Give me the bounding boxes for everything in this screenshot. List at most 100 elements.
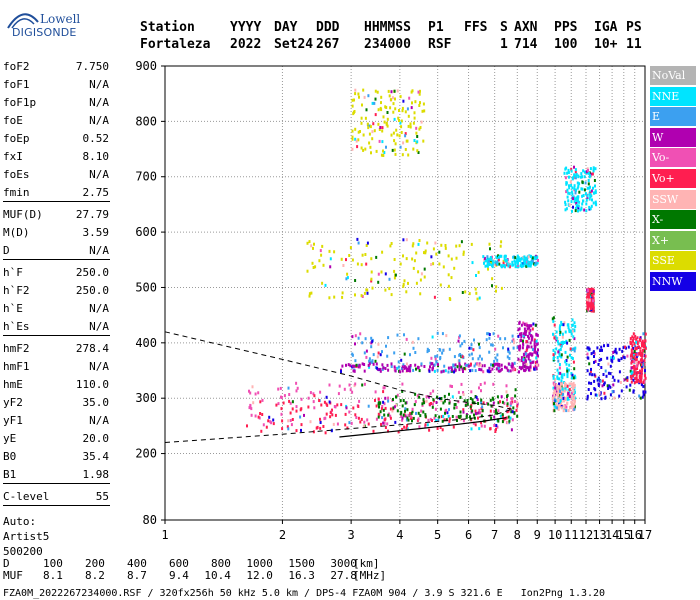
echo-point (440, 397, 443, 400)
echo-point (510, 410, 513, 414)
echo-point (489, 409, 492, 413)
echo-point (528, 324, 531, 328)
echo-point (558, 352, 561, 356)
echo-point (501, 413, 504, 417)
echo-cluster-vo- (586, 287, 595, 313)
echo-point (345, 277, 348, 281)
param-row: foEs N/A (3, 168, 109, 186)
echo-point (553, 355, 555, 359)
echo-point (354, 413, 357, 417)
echo-point (624, 345, 627, 349)
echo-point (361, 362, 364, 366)
echo-point (354, 359, 357, 363)
echo-point (628, 388, 631, 392)
echo-point (615, 351, 618, 355)
echo-point (592, 350, 595, 354)
param-row: foF2 7.750 (3, 60, 109, 78)
echo-point (250, 413, 253, 417)
echo-point (574, 325, 577, 328)
echo-point (359, 332, 362, 336)
echo-point (556, 376, 559, 380)
echo-point (495, 261, 498, 265)
echo-point (291, 418, 294, 421)
echo-point (494, 411, 497, 415)
echo-point (590, 367, 592, 371)
echo-point (590, 381, 593, 385)
echo-point (377, 272, 380, 276)
muf-d-unit: [km] (353, 557, 380, 570)
echo-point (411, 244, 414, 248)
echo-point (296, 386, 299, 390)
echo-point (557, 350, 560, 354)
echo-point (399, 95, 402, 99)
echo-point (262, 423, 265, 427)
echo-point (461, 367, 464, 371)
echo-point (559, 382, 562, 386)
echo-point (558, 326, 561, 330)
echo-point (319, 390, 322, 394)
param-row: B0 35.4 (3, 450, 109, 468)
echo-point (557, 359, 560, 363)
muf-frequency: 9.4 (169, 569, 189, 582)
echo-point (319, 249, 322, 253)
x-tick-label: 2 (279, 528, 286, 542)
echo-point (570, 391, 573, 395)
echo-point (362, 148, 365, 152)
echo-point (382, 149, 384, 153)
echo-point (514, 265, 517, 269)
echo-point (431, 402, 434, 406)
echo-point (489, 427, 492, 431)
echo-point (486, 332, 489, 336)
echo-point (503, 255, 506, 259)
echo-point (456, 365, 459, 369)
echo-point (495, 289, 497, 293)
echo-point (454, 363, 457, 367)
echo-point (405, 426, 408, 430)
echo-point (633, 342, 636, 346)
echo-point (493, 424, 496, 427)
echo-point (529, 368, 532, 372)
echo-point (259, 400, 262, 404)
echo-point (379, 401, 382, 405)
echo-point (448, 408, 450, 412)
echo-point (287, 386, 290, 390)
echo-point (476, 297, 479, 301)
echo-point (502, 259, 505, 263)
echo-point (524, 261, 527, 265)
echo-point (299, 415, 302, 419)
echo-point (644, 374, 646, 378)
echo-point (608, 384, 611, 388)
echo-point (573, 405, 576, 409)
header-value-3: 267 (316, 37, 340, 52)
echo-point (515, 257, 518, 261)
header-label-2: DAY (274, 20, 298, 35)
echo-point (390, 90, 393, 94)
echo-point (491, 284, 493, 288)
echo-point (272, 422, 275, 426)
echo-point (484, 259, 487, 263)
echo-point (578, 200, 581, 204)
auto-artist: Artist5 (3, 530, 50, 543)
echo-point (555, 330, 558, 334)
echo-point (375, 417, 378, 421)
echo-point (406, 416, 409, 420)
muf-frequency: 10.4 (204, 569, 231, 582)
echo-point (333, 295, 336, 299)
echo-point (457, 390, 460, 394)
muf-m-unit: [MHz] (353, 569, 387, 582)
echo-point (453, 406, 456, 410)
header-value-0: Fortaleza (140, 37, 211, 52)
echo-point (480, 407, 483, 410)
echo-point (329, 265, 332, 269)
echo-point (556, 387, 559, 391)
echo-point (468, 292, 471, 296)
echo-point (257, 391, 260, 395)
echo-point (596, 378, 599, 382)
echo-point (498, 363, 501, 366)
echo-point (636, 342, 639, 346)
muf-distance: 200 (85, 557, 105, 570)
echo-point (506, 368, 509, 372)
muf-distance: 800 (211, 557, 231, 570)
param-name: M(D) (3, 226, 30, 239)
echo-point (571, 387, 574, 391)
